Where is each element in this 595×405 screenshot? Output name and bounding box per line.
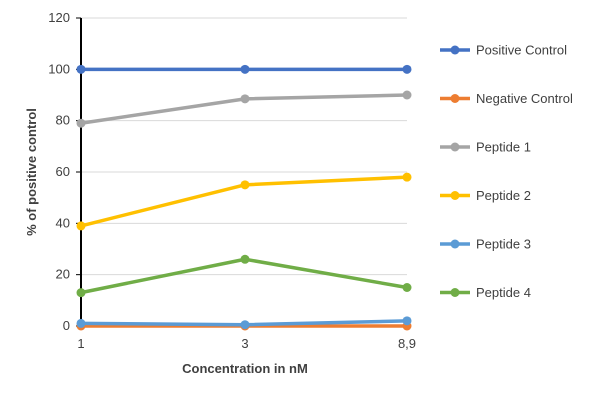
legend-item: Negative Control — [440, 91, 573, 106]
legend-item: Peptide 1 — [440, 140, 531, 155]
legend-swatch-marker — [450, 94, 460, 103]
legend: Positive Control Negative Control Peptide … — [440, 43, 573, 300]
data-point — [240, 320, 250, 330]
legend-swatch-marker — [450, 288, 460, 297]
legend-label: Peptide 3 — [476, 237, 531, 252]
series-peptide-1 — [76, 90, 412, 128]
legend-label: Negative Control — [476, 91, 573, 106]
gridlines — [81, 17, 407, 276]
series-peptide-4 — [76, 254, 412, 298]
legend-item: Peptide 2 — [440, 188, 531, 203]
legend-label: Peptide 2 — [476, 188, 531, 203]
legend-swatch-marker — [450, 239, 460, 249]
legend-label: Positive Control — [476, 43, 567, 58]
data-point — [76, 288, 86, 298]
data-point — [402, 172, 412, 182]
data-point — [240, 94, 250, 104]
data-point — [240, 254, 250, 264]
data-point — [402, 64, 412, 74]
data-point — [240, 64, 250, 74]
series-lines — [76, 64, 412, 331]
legend-item: Positive Control — [440, 43, 567, 58]
tick-labels: 0 20 40 60 80 100 120 1 3 8,9 — [48, 10, 416, 351]
legend-swatch-marker — [450, 142, 460, 152]
x-tick-label: 8,9 — [398, 336, 416, 351]
data-point — [76, 118, 86, 128]
x-tick-label: 3 — [241, 336, 248, 351]
data-point — [402, 90, 412, 100]
y-tick-label: 40 — [56, 215, 70, 230]
data-point — [402, 316, 412, 326]
legend-label: Peptide 4 — [476, 285, 531, 300]
series-line — [79, 257, 409, 295]
y-axis-title: % of positive control — [24, 108, 39, 236]
y-tick-label: 60 — [56, 164, 70, 179]
y-tick-label: 80 — [56, 113, 70, 128]
data-point — [76, 318, 86, 328]
series-positive-control — [76, 64, 412, 74]
series-peptide-3 — [76, 316, 412, 330]
legend-swatch-marker — [450, 45, 460, 55]
data-point — [240, 180, 250, 190]
legend-swatch-marker — [450, 191, 460, 200]
data-point — [76, 221, 86, 231]
legend-label: Peptide 1 — [476, 140, 531, 155]
y-tick-label: 20 — [56, 267, 70, 282]
legend-item: Peptide 4 — [440, 285, 531, 300]
data-point — [402, 283, 412, 292]
y-tick-label: 0 — [63, 318, 70, 333]
x-axis-title: Concentration in nM — [182, 361, 308, 376]
series-peptide-2 — [76, 172, 412, 231]
legend-item: Peptide 3 — [440, 237, 531, 252]
y-tick-label: 100 — [48, 61, 70, 76]
y-tick-label: 120 — [48, 10, 70, 25]
x-tick-label: 1 — [77, 336, 84, 351]
data-point — [76, 64, 86, 74]
